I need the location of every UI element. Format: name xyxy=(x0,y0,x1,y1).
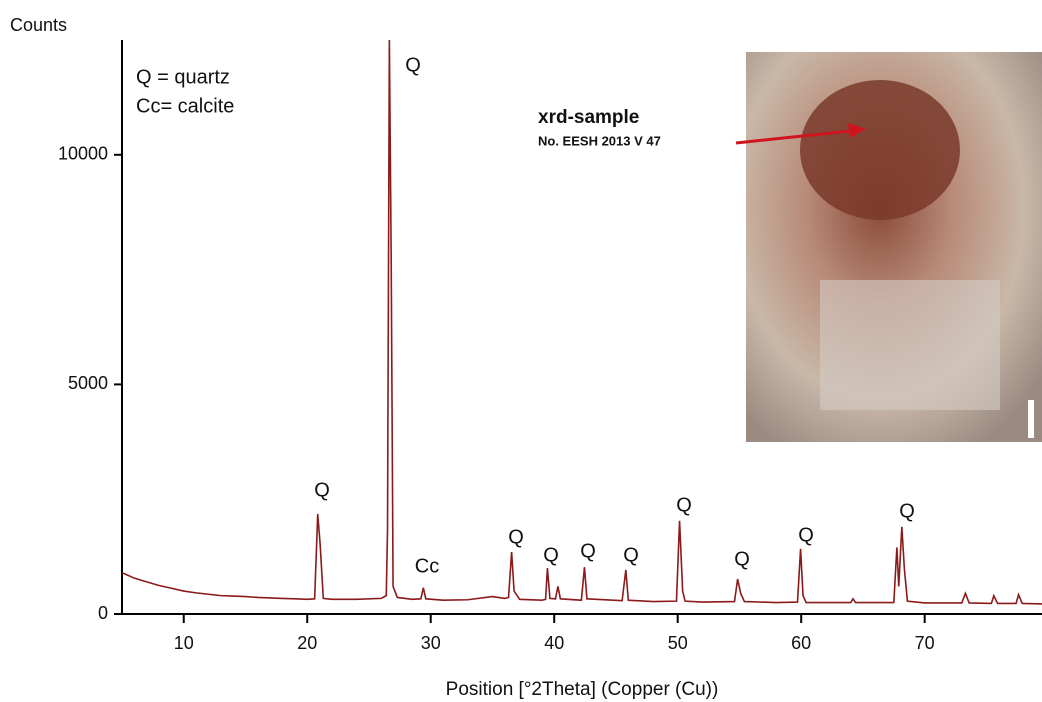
peak-label: Q xyxy=(899,500,915,522)
photo-label: xrd-sample xyxy=(538,107,639,128)
y-axis-label: Counts xyxy=(10,15,67,35)
x-axis-label: Position [°2Theta] (Copper (Cu)) xyxy=(446,679,719,700)
x-tick-label: 50 xyxy=(668,633,688,653)
legend-text: Cc= calcite xyxy=(136,95,234,117)
photo xyxy=(746,52,1042,442)
peak-label: Q xyxy=(508,526,524,548)
legend-text: Q = quartz xyxy=(136,66,230,88)
x-tick-label: 30 xyxy=(421,633,441,653)
scale-bar xyxy=(1028,400,1034,438)
peak-label: Q xyxy=(676,494,692,516)
arrow-shaft xyxy=(735,129,851,145)
photo-label: No. EESH 2013 V 47 xyxy=(538,133,661,148)
peak-label: Q xyxy=(734,548,750,570)
x-tick-label: 40 xyxy=(544,633,564,653)
photo-cavity xyxy=(800,80,960,220)
peak-label: Q xyxy=(580,540,596,562)
y-tick-label: 5000 xyxy=(68,373,108,393)
y-tick-label: 0 xyxy=(98,603,108,623)
peak-label: Q xyxy=(405,54,421,76)
x-tick-label: 60 xyxy=(791,633,811,653)
peak-label: Cc xyxy=(415,555,439,577)
arrow-head xyxy=(848,123,866,138)
peak-label: Q xyxy=(798,524,814,546)
photo-crystals xyxy=(820,280,1000,410)
xrd-line xyxy=(122,40,1042,605)
peak-label: Q xyxy=(623,544,639,566)
peak-label: Q xyxy=(543,544,559,566)
peak-label: Q xyxy=(314,479,330,501)
x-tick-label: 10 xyxy=(174,633,194,653)
x-tick-label: 70 xyxy=(915,633,935,653)
x-tick-label: 20 xyxy=(297,633,317,653)
y-tick-label: 10000 xyxy=(58,144,108,164)
